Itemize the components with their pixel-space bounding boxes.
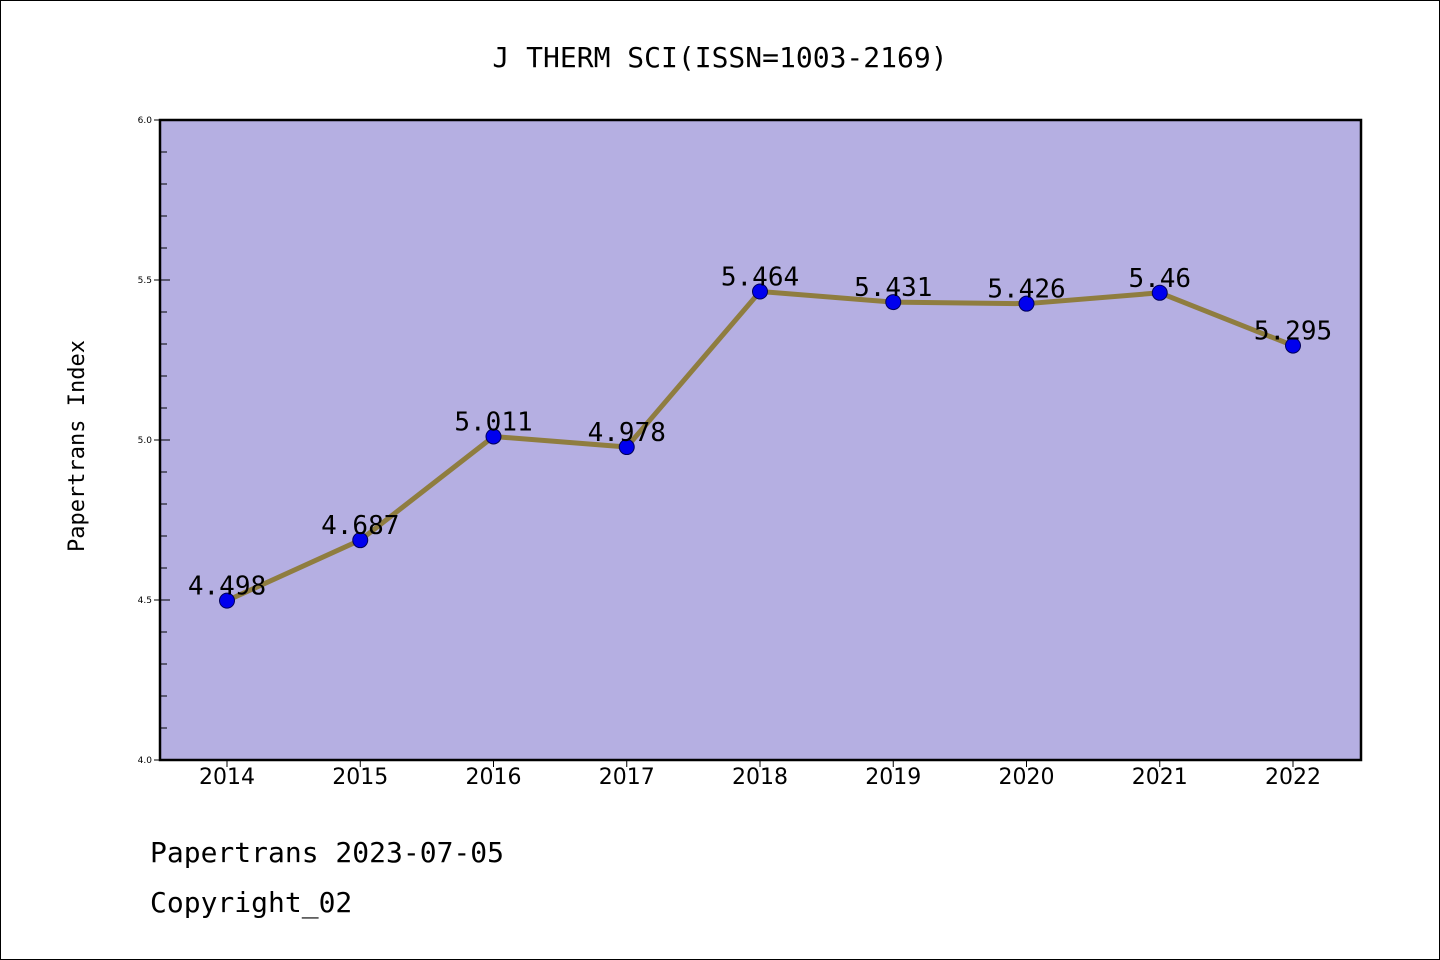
x-tick-label: 2015 [332,765,388,790]
plot-background [160,120,1361,760]
data-point [885,294,902,311]
y-tick-label: 4.5 [138,596,152,606]
y-tick-label: 5.5 [138,276,152,286]
data-point [1018,295,1035,312]
data-label: 5.295 [1254,317,1332,347]
data-point [1285,337,1301,354]
x-tick-label: 2022 [1265,765,1321,790]
x-tick-label: 2019 [865,765,921,790]
y-tick-label: 5.0 [138,436,153,446]
data-label: 5.431 [854,273,932,303]
x-tick-label: 2016 [466,765,522,790]
data-point [1151,284,1168,301]
data-label: 4.978 [588,418,666,448]
x-tick-label: 2018 [732,765,788,790]
x-tick-label: 2014 [199,765,255,790]
chart-title: J THERM SCI(ISSN=1003-2169) [492,41,947,74]
data-label: 5.464 [721,263,799,293]
footer-copyright-line: Copyright_02 [150,886,353,919]
data-label: 5.46 [1128,264,1191,294]
data-point [618,439,635,456]
plot-border [158,118,1363,762]
data-point [752,283,768,300]
data-label: 5.011 [454,407,532,437]
data-point [219,592,235,609]
data-label: 4.498 [188,572,266,602]
x-tick-label: 2020 [999,765,1055,790]
y-tick-label: 4.0 [138,756,153,766]
data-label: 5.426 [987,275,1065,305]
y-tick-label: 6.0 [138,116,153,126]
plot-area: 4.0 4.5 5.0 5.5 6.0 2014 2015 2016 2017 2018 2019 2… [138,116,1363,790]
data-point [485,428,502,445]
x-tick-label: 2021 [1132,765,1188,790]
x-tick-label: 2017 [599,765,655,790]
data-point [352,532,369,549]
data-label: 4.687 [321,511,399,541]
y-axis-label: Papertrans Index [65,340,90,552]
footer-date-line: Papertrans 2023-07-05 [150,836,505,869]
